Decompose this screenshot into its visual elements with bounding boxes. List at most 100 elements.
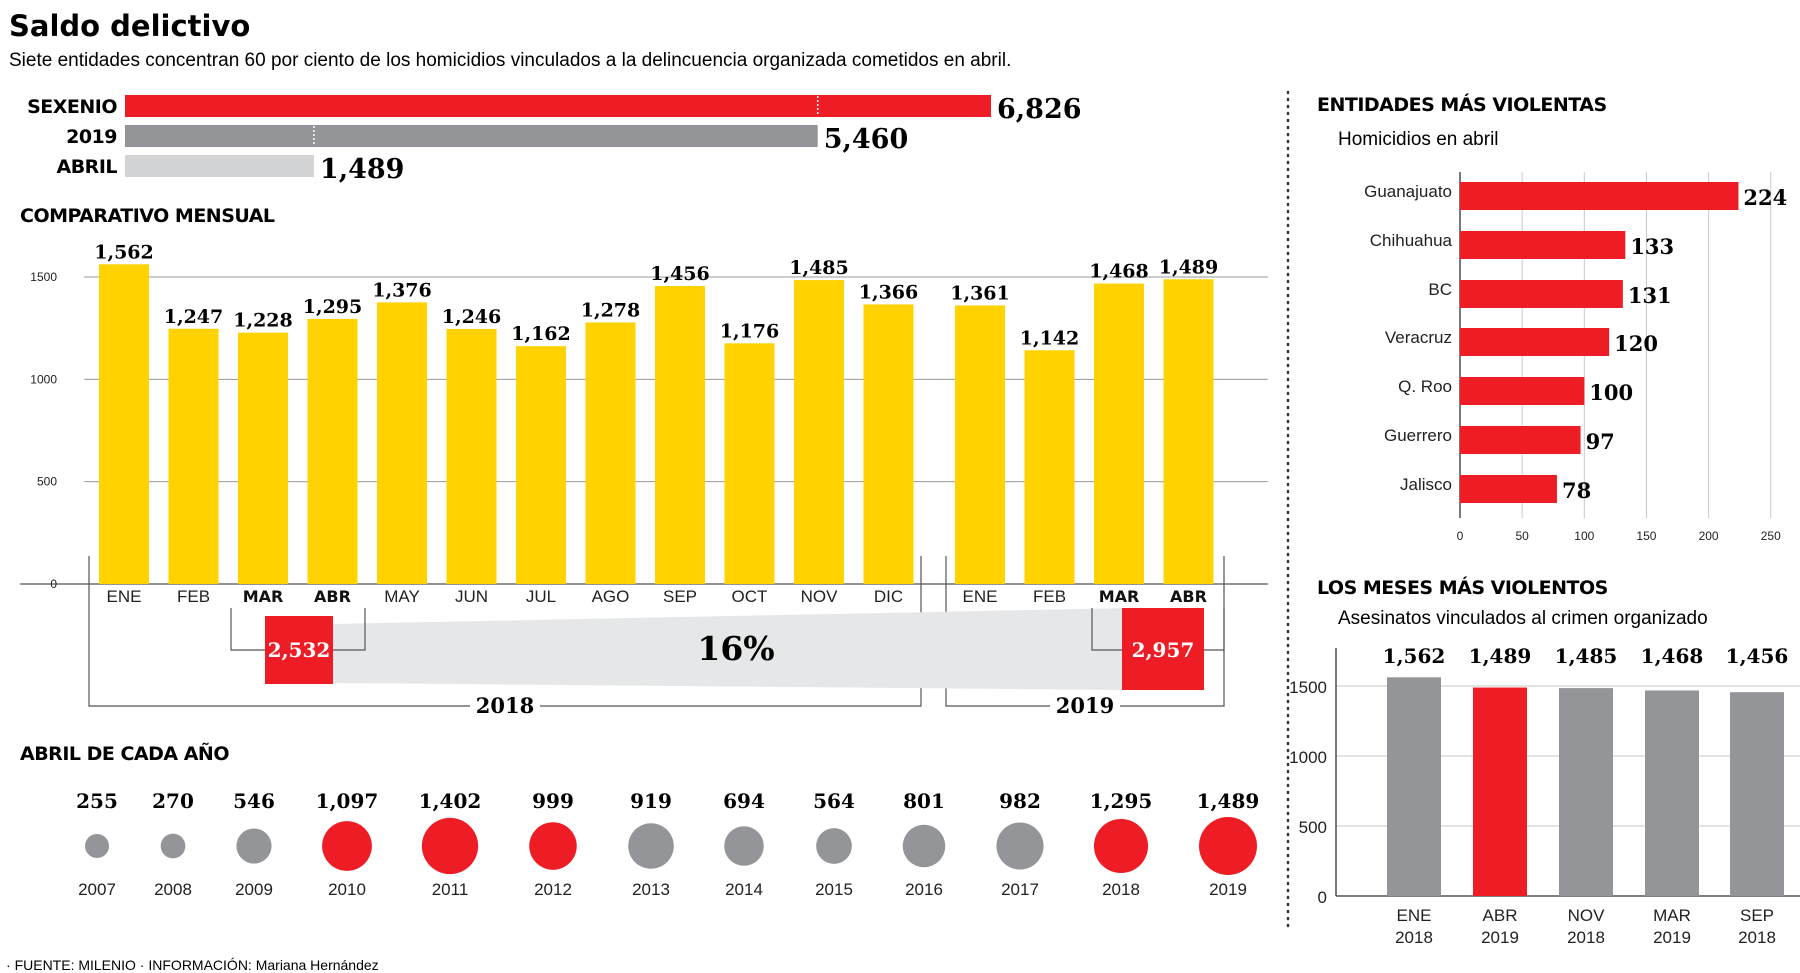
april-chart-title: ABRIL DE CADA AÑO — [20, 741, 229, 765]
monthly-bar-value: 1,376 — [372, 279, 432, 301]
april-bubble-value: 982 — [999, 789, 1041, 813]
months-chart-title: LOS MESES MÁS VIOLENTOS — [1317, 576, 1608, 599]
months-x-label-month: ENE — [1397, 906, 1432, 925]
states-bar — [1460, 182, 1739, 210]
months-x-label-year: 2019 — [1653, 928, 1691, 947]
states-bar — [1460, 426, 1581, 454]
y-tick-label: 1000 — [30, 372, 57, 386]
page-subtitle: Siete entidades concentran 60 por ciento… — [9, 50, 1011, 71]
april-year-label: 2017 — [1001, 880, 1039, 899]
monthly-bar-value: 1,246 — [442, 306, 502, 328]
states-bar-value: 100 — [1589, 380, 1633, 405]
months-x-label-year: 2018 — [1738, 928, 1776, 947]
monthly-bar — [1024, 350, 1075, 584]
monthly-x-label: FEB — [177, 587, 210, 606]
april-bubble-value: 564 — [813, 789, 855, 813]
april-bubble — [1199, 817, 1257, 875]
total-bar-2019 — [125, 125, 818, 147]
monthly-x-label: AGO — [592, 587, 630, 606]
states-bar-value: 133 — [1630, 234, 1674, 259]
april-bubble-value: 546 — [233, 789, 275, 813]
monthly-bar — [955, 305, 1005, 584]
months-x-label-month: SEP — [1740, 906, 1774, 925]
monthly-bar-value: 1,278 — [581, 299, 641, 321]
monthly-chart: 0 500 1000 1500 1,562 ENE 1,247 FEB 1,228 MAR 1,29… — [20, 241, 1268, 718]
states-bar-value: 97 — [1586, 429, 1615, 454]
mar-abr-2018-value: 2,532 — [268, 638, 331, 662]
months-bar-value: 1,562 — [1383, 644, 1446, 668]
april-bubble-value: 1,402 — [419, 789, 482, 813]
comparison-band — [333, 608, 1130, 690]
mar-abr-2018-box — [265, 616, 333, 684]
monthly-bar-value: 1,456 — [650, 263, 710, 285]
monthly-bar — [516, 346, 566, 584]
monthly-x-label: ABR — [314, 587, 351, 606]
states-bar-value: 131 — [1628, 283, 1672, 308]
monthly-bar — [655, 286, 705, 584]
monthly-chart-title: COMPARATIVO MENSUAL — [20, 205, 275, 227]
total-bar-sexenio — [125, 95, 991, 117]
states-x-tick: 200 — [1699, 529, 1719, 543]
months-bar — [1730, 692, 1784, 896]
states-x-tick: 50 — [1515, 529, 1529, 543]
states-bar — [1460, 377, 1585, 405]
page-title: Saldo delictivo — [9, 9, 250, 43]
monthly-x-label: NOV — [801, 587, 839, 606]
months-x-label-month: NOV — [1568, 906, 1606, 925]
monthly-bar — [168, 328, 219, 584]
april-bubble — [421, 817, 479, 875]
april-bubble — [816, 828, 852, 864]
months-bar-value: 1,489 — [1469, 644, 1532, 668]
total-value-sexenio: 6,826 — [997, 94, 1082, 125]
states-bar-value: 224 — [1743, 185, 1787, 210]
states-bar-value: 120 — [1614, 331, 1658, 356]
monthly-bar-value: 1,142 — [1020, 327, 1080, 349]
info-text: INFORMACIÓN: Mariana Hernández — [148, 957, 378, 973]
monthly-bar-value: 1,468 — [1089, 261, 1149, 283]
y-tick-label: 500 — [37, 475, 57, 489]
group-label: 2018 — [476, 693, 534, 718]
monthly-bar — [794, 280, 844, 584]
april-year-label: 2016 — [905, 880, 943, 899]
months-y-tick: 500 — [1299, 818, 1327, 837]
states-x-tick: 250 — [1761, 529, 1781, 543]
total-label-2019: 2019 — [66, 126, 117, 148]
monthly-bar — [377, 302, 427, 584]
states-x-tick: 150 — [1636, 529, 1656, 543]
states-chart-subtitle: Homicidios en abril — [1338, 129, 1499, 150]
states-bar-value: 78 — [1562, 478, 1591, 503]
monthly-bar-value: 1,176 — [720, 320, 780, 342]
april-bubbles: 255 2007 270 2008 546 2009 1,097 2010 1,402 2011 9… — [76, 789, 1259, 899]
april-bubble — [902, 824, 946, 868]
months-x-label-month: ABR — [1483, 906, 1518, 925]
april-bubble-value: 1,097 — [316, 789, 379, 813]
total-bar-abril — [125, 155, 314, 177]
monthly-bar-value: 1,366 — [859, 281, 919, 303]
monthly-bar-value: 1,485 — [789, 257, 849, 279]
monthly-x-label: JUL — [526, 587, 556, 606]
april-year-label: 2019 — [1209, 880, 1247, 899]
states-x-tick: 100 — [1574, 529, 1594, 543]
months-x-label-year: 2019 — [1481, 928, 1519, 947]
monthly-x-label: MAR — [1099, 587, 1140, 606]
months-x-label-month: MAR — [1653, 906, 1691, 925]
mar-abr-2019-value: 2,957 — [1132, 638, 1195, 662]
april-bubble — [160, 833, 186, 859]
monthly-bar-value: 1,489 — [1159, 256, 1219, 278]
monthly-bar-value: 1,228 — [233, 310, 293, 332]
states-category-label: Guanajuato — [1364, 182, 1452, 201]
april-bubble — [1093, 818, 1149, 874]
states-bar — [1460, 231, 1626, 259]
total-label-abril: ABRIL — [57, 156, 118, 178]
monthly-bar — [585, 322, 636, 584]
months-bar — [1645, 690, 1699, 896]
months-x-label-year: 2018 — [1567, 928, 1605, 947]
states-bar — [1460, 328, 1610, 356]
april-bubble — [84, 833, 110, 859]
months-bar — [1559, 688, 1613, 896]
april-bubble-value: 270 — [152, 789, 194, 813]
states-category-label: BC — [1428, 280, 1452, 299]
y-tick-label: 1500 — [30, 270, 57, 284]
months-bar — [1387, 677, 1441, 896]
